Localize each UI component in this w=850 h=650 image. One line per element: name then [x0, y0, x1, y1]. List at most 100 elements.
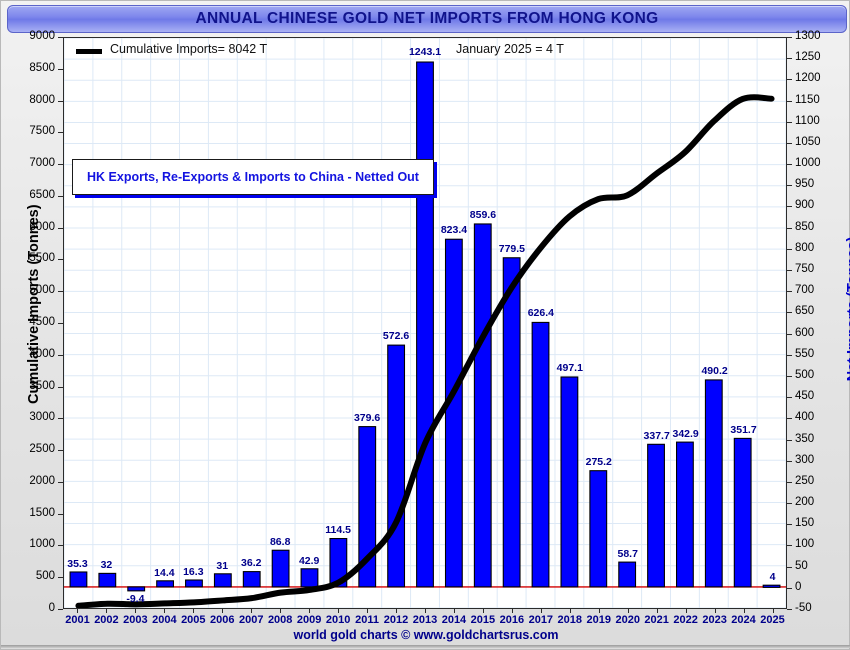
bar-value-label: 31 — [216, 559, 229, 572]
y-axis-right-tick-mark — [787, 481, 792, 483]
x-axis-tick-mark — [482, 609, 484, 613]
plot-area: Cumulative Imports= 8042 T January 2025 … — [63, 37, 787, 609]
x-axis-tick-2006: 2006 — [210, 614, 235, 626]
y-axis-right-tick-mark — [787, 566, 792, 568]
x-axis-tick-2009: 2009 — [296, 614, 322, 626]
y-axis-right-tick: 550 — [795, 347, 815, 360]
x-axis-tick-2017: 2017 — [528, 614, 554, 626]
y-axis-right-tick-mark — [787, 142, 792, 144]
y-axis-left-tick-mark — [58, 354, 63, 356]
y-axis-left-tick-mark — [58, 195, 63, 197]
x-axis-tick-2004: 2004 — [152, 614, 177, 626]
y-axis-right-tick-mark — [787, 227, 792, 229]
y-axis-right-tick: 900 — [795, 199, 815, 212]
y-axis-left-tick-mark — [58, 481, 63, 483]
bar-value-label: -9.4 — [126, 592, 145, 605]
x-axis-tick-mark — [193, 609, 195, 613]
x-axis-tick-2003: 2003 — [123, 614, 148, 626]
annotation-box: HK Exports, Re-Exports & Imports to Chin… — [72, 159, 434, 195]
y-axis-left-tick-mark — [58, 609, 63, 610]
y-axis-right-tick: 700 — [795, 284, 815, 297]
bar-value-label: 572.6 — [382, 330, 410, 343]
x-axis-tick-2001: 2001 — [65, 614, 90, 626]
y-axis-left-tick: 9000 — [29, 30, 55, 42]
bar-value-label: 497.1 — [556, 362, 583, 375]
y-axis-left-tick: 1500 — [29, 506, 55, 519]
y-axis-left-tick-mark — [58, 227, 63, 229]
y-axis-left-tick-mark — [58, 164, 63, 166]
bar-value-label: 4 — [769, 571, 776, 584]
y-axis-right-tick-mark — [787, 100, 792, 102]
y-axis-right-tick-mark — [787, 439, 792, 441]
y-axis-right-tick: 1200 — [795, 72, 821, 85]
x-axis-tick-mark — [685, 609, 687, 613]
y-axis-right-tick: 1100 — [795, 114, 820, 127]
x-axis-tick-mark — [714, 609, 716, 613]
bar-value-label: 16.3 — [183, 565, 204, 578]
window-bottom-edge — [1, 645, 850, 648]
y-axis-left-tick: 6500 — [29, 188, 55, 201]
y-axis-right-tick-mark — [787, 121, 792, 123]
bar-value-label: 36.2 — [241, 557, 262, 570]
y-axis-right-tick: 500 — [795, 368, 815, 381]
x-axis-tick-2005: 2005 — [181, 614, 206, 626]
y-axis-left-tick: 3500 — [29, 379, 55, 392]
y-axis-right-tick: 650 — [795, 305, 815, 318]
y-axis-left-tick: 8000 — [29, 93, 55, 106]
x-axis-tick-mark — [367, 609, 369, 613]
x-axis-tick-2023: 2023 — [702, 614, 727, 626]
bar-value-label: 823.4 — [440, 223, 468, 236]
y-axis-right-tick: 800 — [795, 241, 815, 254]
y-axis-right-tick-mark — [787, 333, 792, 335]
chart-data-layer — [64, 61, 786, 608]
x-axis-tick-mark — [77, 609, 79, 613]
x-axis-tick-mark — [743, 609, 745, 613]
y-axis-right-title: Net Imports (Tonnes) — [845, 236, 850, 382]
y-axis-right-tick-mark — [787, 37, 792, 38]
bar-value-label: 490.2 — [701, 365, 728, 378]
y-axis-right-tick: 1050 — [795, 135, 821, 148]
bar-value-label: 342.9 — [672, 427, 699, 440]
y-axis-right-tick-mark — [787, 354, 792, 356]
x-axis-tick-2014: 2014 — [441, 614, 467, 626]
y-axis-left-tick-mark — [58, 68, 63, 70]
y-axis-right-tick: 1150 — [795, 93, 820, 106]
y-axis-left-tick-mark — [58, 386, 63, 388]
x-axis-tick-2008: 2008 — [267, 614, 293, 626]
y-axis-left-tick-mark — [58, 418, 63, 420]
y-axis-right-tick: 450 — [795, 390, 815, 403]
bar-value-label: 337.7 — [643, 429, 670, 442]
y-axis-left-tick: 1000 — [29, 538, 55, 551]
y-axis-right-tick-mark — [787, 164, 792, 166]
y-axis-right-tick: 950 — [795, 178, 815, 191]
x-axis-tick-2002: 2002 — [94, 614, 119, 626]
y-axis-left-tick-mark — [58, 577, 63, 579]
x-axis-tick-mark — [540, 609, 542, 613]
x-axis-tick-mark — [569, 609, 571, 613]
y-axis-left-tick-mark — [58, 259, 63, 261]
y-axis-right-tick-mark — [787, 545, 792, 547]
y-axis-left-tick: 2500 — [29, 443, 55, 456]
bar-value-label: 114.5 — [325, 524, 351, 537]
y-axis-right-tick: 150 — [795, 517, 815, 530]
y-axis-right-tick-mark — [787, 418, 792, 420]
y-axis-right-tick: 1250 — [795, 51, 821, 64]
bar-value-label: 86.8 — [269, 536, 291, 549]
x-axis-tick-mark — [396, 609, 398, 613]
y-axis-left-tick-mark — [58, 37, 63, 38]
y-axis-right-tick-mark — [787, 312, 792, 314]
y-axis-left-tick: 8500 — [29, 61, 55, 74]
bar-value-label: 1243.1 — [408, 46, 442, 59]
y-axis-left-tick-mark — [58, 291, 63, 293]
y-axis-left-title: Cumulative Imports (Tonnes) — [26, 204, 42, 404]
x-axis-tick-mark — [135, 609, 137, 613]
y-axis-left-tick-mark — [58, 513, 63, 515]
x-axis-tick-2020: 2020 — [615, 614, 640, 626]
x-axis-tick-mark — [425, 609, 426, 613]
y-axis-right-tick-mark — [787, 609, 792, 610]
y-axis-right-tick: 0 — [795, 580, 802, 593]
y-axis-right-tick-mark — [787, 58, 792, 60]
y-axis-right-tick: 850 — [795, 220, 815, 233]
y-axis-right-tick-mark — [787, 79, 792, 81]
y-axis-left-tick: 7500 — [29, 125, 55, 138]
